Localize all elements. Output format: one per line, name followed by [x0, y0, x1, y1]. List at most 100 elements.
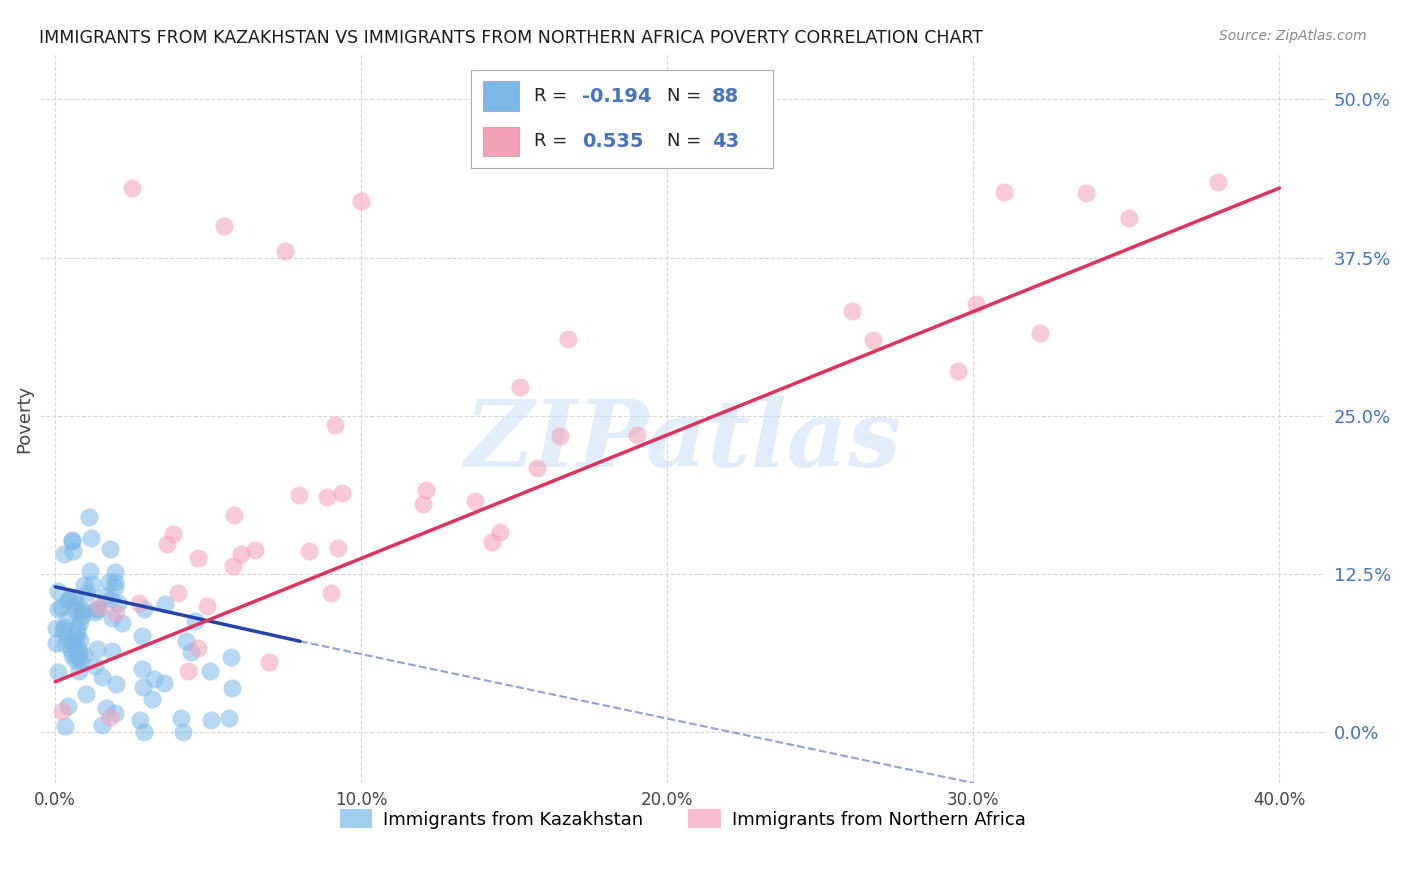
Y-axis label: Poverty: Poverty — [15, 385, 32, 453]
Point — [60, 636, 83, 650]
Point — [131, 662, 153, 676]
Point — [58, 592, 80, 607]
Point — [56, 592, 79, 607]
Point — [79, 531, 101, 545]
Point — [63, 653, 86, 667]
Point — [298, 544, 321, 558]
Point — [319, 586, 342, 600]
Point — [259, 655, 281, 669]
Point — [52, 547, 75, 561]
Point — [107, 595, 129, 609]
Point — [60, 648, 83, 662]
Point — [65, 632, 87, 646]
Point — [73, 578, 96, 592]
Point — [69, 615, 91, 629]
Point — [66, 626, 89, 640]
Legend: Immigrants from Kazakhstan, Immigrants from Northern Africa: Immigrants from Kazakhstan, Immigrants f… — [332, 802, 1033, 836]
Point — [69, 632, 91, 647]
Point — [90, 670, 112, 684]
Point — [274, 244, 297, 259]
Point — [841, 303, 863, 318]
Point — [98, 575, 121, 590]
Point — [66, 621, 89, 635]
Point — [200, 713, 222, 727]
Point — [104, 565, 127, 579]
Point — [464, 493, 486, 508]
Text: ZIPatlas: ZIPatlas — [464, 396, 901, 486]
Point — [79, 564, 101, 578]
Point — [76, 586, 98, 600]
Point — [94, 589, 117, 603]
Point — [83, 658, 105, 673]
Point — [222, 508, 245, 522]
Point — [243, 543, 266, 558]
Point — [134, 725, 156, 739]
Point — [53, 637, 76, 651]
Point — [412, 497, 434, 511]
Point — [946, 363, 969, 377]
Point — [82, 576, 104, 591]
Point — [60, 643, 83, 657]
Point — [219, 649, 242, 664]
Point — [45, 621, 67, 635]
Point — [69, 653, 91, 667]
Point — [315, 490, 337, 504]
Point — [965, 297, 987, 311]
Point — [548, 429, 571, 443]
Point — [96, 701, 118, 715]
Point — [52, 623, 75, 637]
Point — [128, 596, 150, 610]
Point — [91, 717, 114, 731]
Point — [86, 641, 108, 656]
Point — [87, 600, 110, 615]
Point — [1118, 211, 1140, 226]
Point — [326, 541, 349, 555]
Point — [100, 542, 122, 557]
Point — [198, 664, 221, 678]
Point — [129, 713, 152, 727]
Point — [187, 551, 209, 566]
Point — [195, 599, 218, 613]
Point — [131, 629, 153, 643]
Point — [84, 605, 107, 619]
Point — [218, 710, 240, 724]
Point — [1076, 186, 1098, 201]
Point — [166, 586, 188, 600]
Point — [72, 609, 94, 624]
Point — [162, 526, 184, 541]
Point — [77, 510, 100, 524]
Point — [184, 614, 207, 628]
Point — [56, 699, 79, 714]
Point — [350, 194, 373, 208]
Point — [60, 534, 83, 549]
Point — [323, 418, 346, 433]
Point — [288, 488, 311, 502]
Point — [67, 646, 90, 660]
Point — [212, 219, 235, 233]
Point — [180, 645, 202, 659]
Point — [142, 672, 165, 686]
Point — [626, 428, 648, 442]
Point — [66, 642, 89, 657]
Point — [104, 706, 127, 720]
Point — [69, 602, 91, 616]
Point — [98, 710, 121, 724]
Point — [557, 332, 579, 346]
Point — [76, 687, 98, 701]
Point — [156, 536, 179, 550]
Point — [177, 664, 200, 678]
Point — [481, 534, 503, 549]
Text: Source: ZipAtlas.com: Source: ZipAtlas.com — [1219, 29, 1367, 43]
Point — [73, 648, 96, 662]
Point — [526, 461, 548, 475]
Point — [121, 181, 143, 195]
Point — [132, 680, 155, 694]
Point — [84, 601, 107, 615]
Point — [132, 602, 155, 616]
Point — [221, 681, 243, 696]
Point — [509, 380, 531, 394]
Point — [862, 333, 884, 347]
Point — [172, 725, 194, 739]
Point — [155, 597, 177, 611]
Point — [67, 665, 90, 679]
